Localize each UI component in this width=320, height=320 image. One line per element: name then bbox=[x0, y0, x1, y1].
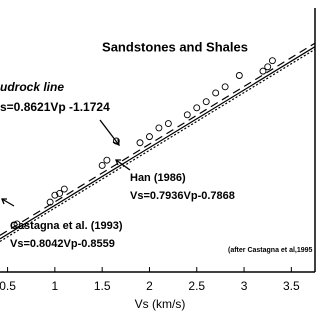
x-tick-label: 3.5 bbox=[283, 279, 300, 293]
arrow bbox=[115, 159, 131, 171]
data-point bbox=[136, 139, 144, 147]
arrow bbox=[99, 119, 120, 146]
trend-line bbox=[0, 46, 316, 240]
chart-title: Sandstones and Shales bbox=[102, 39, 248, 54]
x-axis-label: Vs (km/s) bbox=[135, 297, 186, 311]
trend-line bbox=[0, 42, 316, 236]
x-tick-label: 0.5 bbox=[0, 279, 16, 293]
data-point bbox=[103, 156, 111, 164]
line-equation: s=0.8621Vp -1.1724 bbox=[0, 100, 110, 114]
x-tick-label: 1.5 bbox=[94, 279, 111, 293]
arrow-head bbox=[112, 138, 120, 147]
data-point bbox=[202, 98, 210, 106]
data-point bbox=[13, 220, 21, 228]
line-label: Han (1986) bbox=[130, 172, 186, 184]
data-point bbox=[155, 124, 163, 132]
data-point bbox=[259, 67, 267, 75]
line-equation: Vs=0.7936Vp-0.7868 bbox=[130, 190, 235, 202]
source-note: (after Castagna et al,1995 bbox=[228, 247, 313, 254]
line-equation: Vs=0.8042Vp-0.8559 bbox=[10, 238, 115, 250]
data-point bbox=[264, 63, 272, 71]
arrow-head bbox=[1, 198, 7, 205]
x-tick-label: 2 bbox=[146, 279, 153, 293]
x-tick-label: 2.5 bbox=[188, 279, 205, 293]
data-point bbox=[183, 111, 191, 119]
data-point bbox=[212, 89, 220, 97]
x-tick-label: 3 bbox=[241, 279, 248, 293]
data-point bbox=[46, 198, 54, 206]
x-tick-label: 1 bbox=[52, 279, 59, 293]
data-point bbox=[146, 133, 153, 141]
arrows bbox=[1, 119, 131, 207]
line-label: udrock line bbox=[0, 80, 64, 94]
data-point bbox=[193, 104, 201, 112]
arrow bbox=[1, 198, 15, 207]
data-point bbox=[221, 83, 229, 91]
data-point bbox=[164, 120, 172, 127]
line-label: Castagna et al. (1993) bbox=[10, 220, 123, 232]
trend-line bbox=[0, 48, 316, 242]
data-point bbox=[112, 137, 120, 145]
data-point bbox=[56, 189, 64, 197]
data-point bbox=[60, 185, 68, 193]
data-point bbox=[98, 162, 106, 169]
data-point bbox=[51, 191, 59, 199]
data-point bbox=[235, 72, 243, 79]
data-point bbox=[268, 57, 276, 65]
